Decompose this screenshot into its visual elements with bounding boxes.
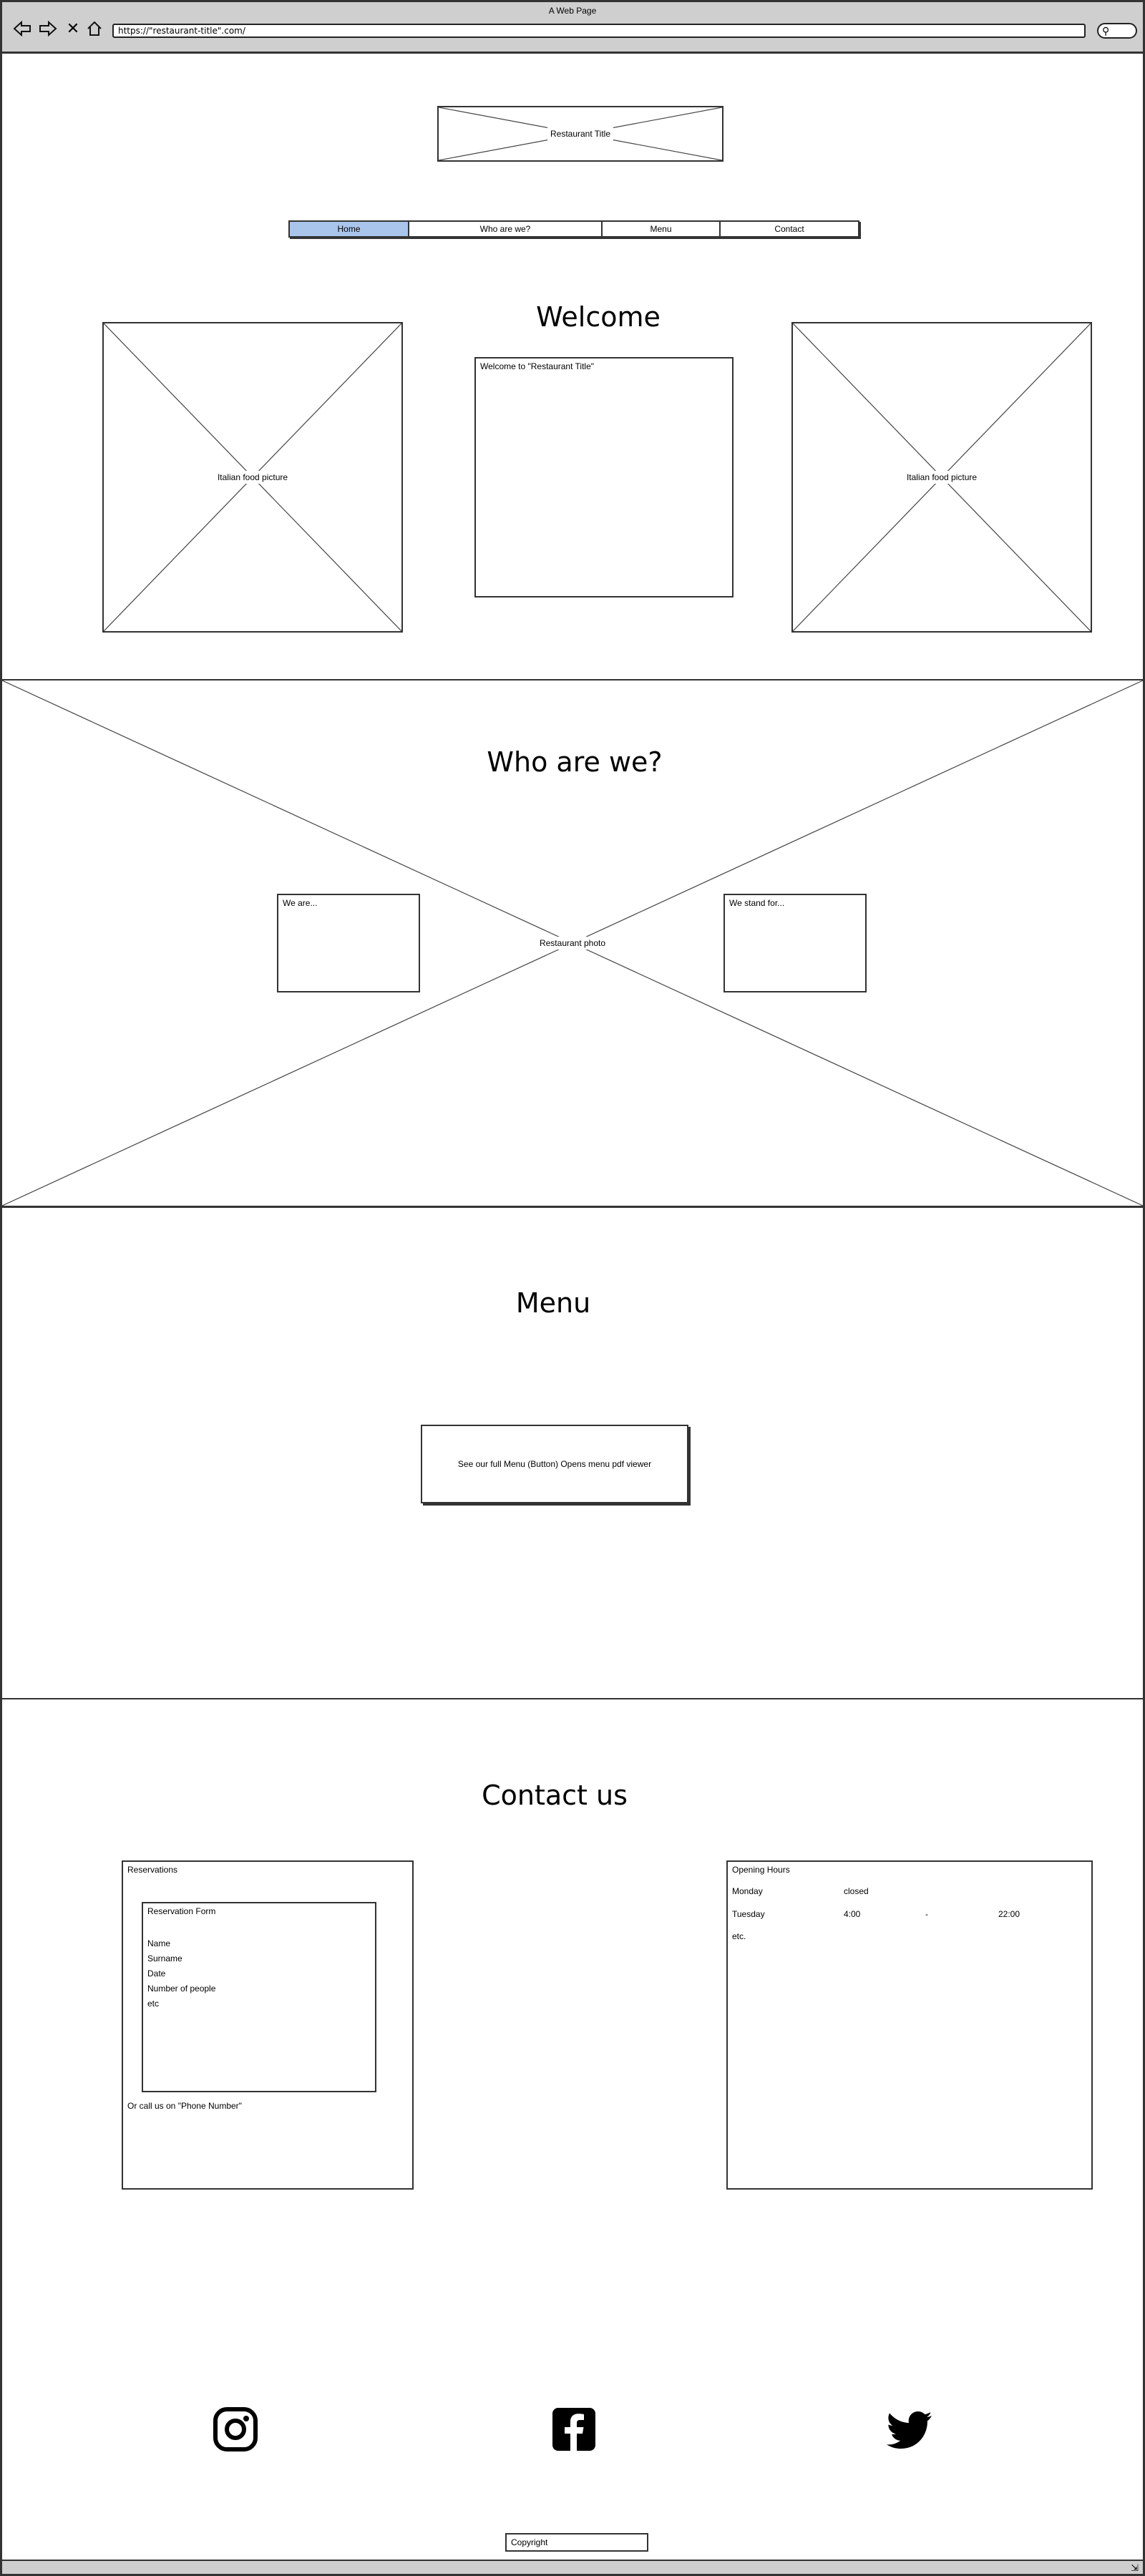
image-label: Italian food picture (903, 471, 980, 484)
nav-tab-menu[interactable]: Menu (603, 222, 721, 236)
reservations-panel: Reservations Reservation Form Name Surna… (122, 1860, 414, 2190)
logo-label: Restaurant Title (547, 127, 614, 140)
contact-heading: Contact us (482, 1780, 628, 1811)
hours-row: etc. (732, 1931, 1076, 1943)
reservations-title: Reservations (127, 1865, 178, 1875)
nav-tab-who-are-we[interactable]: Who are we? (409, 222, 603, 236)
italian-food-image-right: Italian food picture (791, 322, 1092, 633)
form-field-name[interactable]: Name (147, 1938, 171, 1948)
form-field-surname[interactable]: Surname (147, 1953, 182, 1963)
form-field-etc: etc (147, 1999, 160, 2009)
close-icon[interactable]: ✕ (66, 19, 80, 37)
reservation-form[interactable]: Reservation Form Name Surname Date Numbe… (142, 1902, 376, 2092)
photo-label: Restaurant photo (536, 937, 609, 950)
twitter-icon[interactable] (886, 2406, 932, 2452)
opening-hours-panel: Opening Hours Monday closed Tuesday 4:00… (726, 1860, 1093, 2190)
section-divider (2, 1206, 1143, 1208)
forward-icon[interactable] (38, 19, 58, 38)
who-are-we-heading: Who are we? (487, 746, 663, 778)
menu-heading: Menu (515, 1287, 591, 1319)
phone-text: Or call us on "Phone Number" (127, 2101, 242, 2111)
facebook-icon[interactable] (551, 2406, 597, 2452)
image-label: Italian food picture (214, 471, 291, 484)
back-icon[interactable] (12, 19, 32, 38)
window-title: A Web Page (548, 6, 597, 16)
form-field-people[interactable]: Number of people (147, 1984, 216, 1994)
hours-row: Tuesday 4:00 - 22:00 (732, 1909, 1076, 1921)
full-menu-button[interactable]: See our full Menu (Button) Opens menu pd… (421, 1425, 688, 1503)
welcome-heading: Welcome (536, 301, 661, 333)
nav-tab-home[interactable]: Home (290, 222, 409, 236)
hours-close: 22:00 (998, 1909, 1020, 1919)
we-are-box: We are... (277, 894, 420, 992)
hours-day: Monday (732, 1886, 763, 1896)
hours-open: 4:00 (844, 1909, 861, 1919)
browser-status-bar: ⇲ (2, 2560, 1143, 2574)
resize-handle-icon[interactable]: ⇲ (1131, 2562, 1139, 2573)
welcome-text-box: Welcome to "Restaurant Title" (474, 357, 734, 597)
hours-open: closed (844, 1886, 869, 1896)
browser-toolbar: A Web Page ✕ https://"restaurant-title".… (2, 2, 1143, 54)
search-icon: ⚲ (1102, 25, 1110, 36)
form-field-date[interactable]: Date (147, 1968, 166, 1979)
hours-row: Monday closed (732, 1886, 1076, 1898)
italian-food-image-left: Italian food picture (102, 322, 403, 633)
instagram-icon[interactable] (213, 2406, 258, 2452)
hours-separator: - (925, 1909, 928, 1919)
main-navigation: Home Who are we? Menu Contact (288, 220, 859, 238)
hours-day: etc. (732, 1931, 746, 1941)
url-input[interactable]: https://"restaurant-title".com/ (112, 24, 1086, 38)
hours-day: Tuesday (732, 1909, 765, 1919)
home-icon[interactable] (85, 19, 104, 38)
restaurant-logo: Restaurant Title (437, 106, 723, 162)
opening-hours-title: Opening Hours (732, 1865, 790, 1875)
nav-tab-contact[interactable]: Contact (774, 224, 804, 234)
browser-search-field[interactable]: ⚲ (1097, 23, 1137, 39)
section-divider (2, 1698, 1143, 1699)
form-title: Reservation Form (147, 1906, 216, 1916)
we-stand-for-box: We stand for... (723, 894, 867, 992)
copyright-label: Copyright (505, 2533, 648, 2552)
